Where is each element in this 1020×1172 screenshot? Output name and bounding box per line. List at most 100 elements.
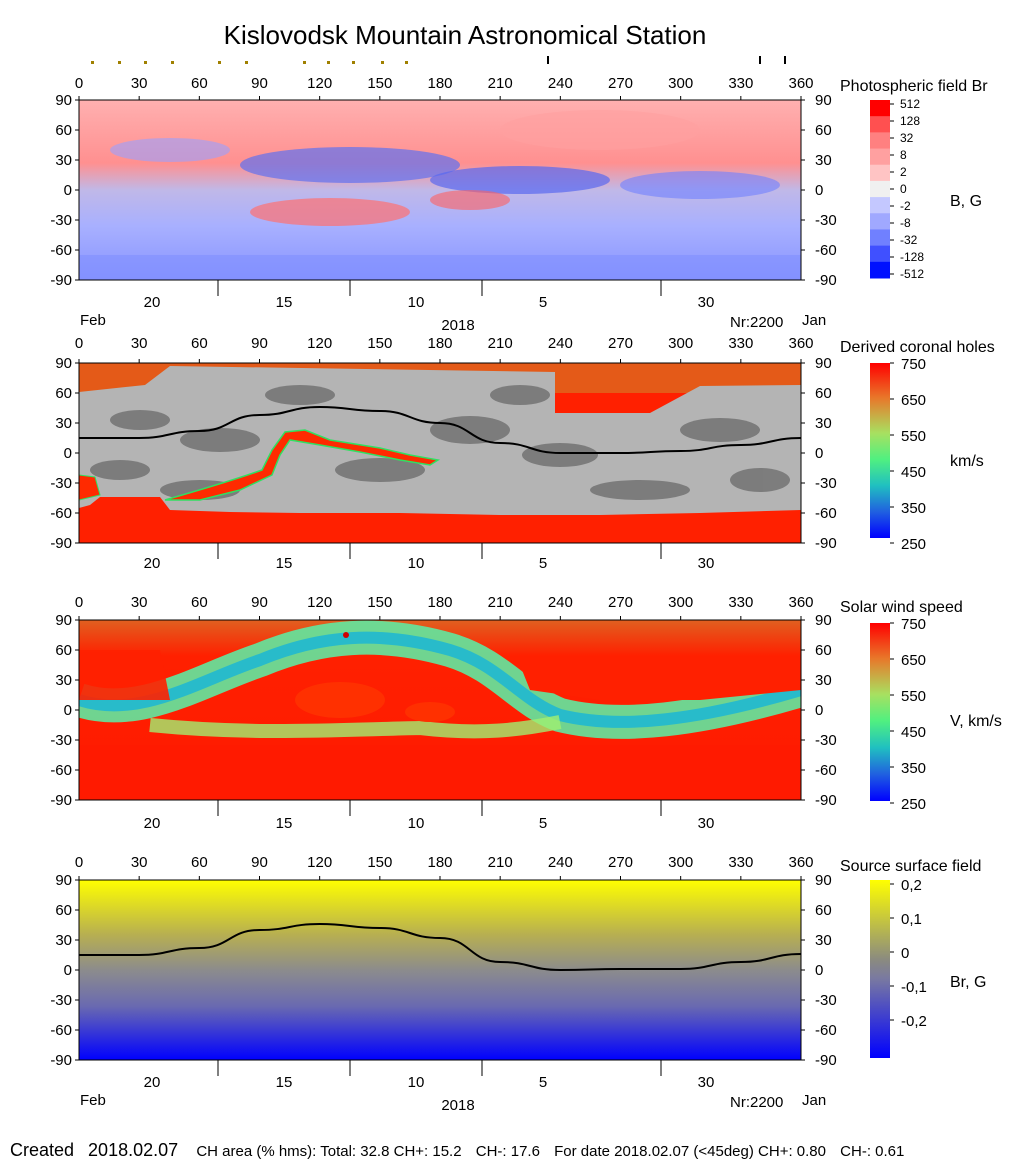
panel-title: Source surface field — [840, 858, 981, 875]
x-tick-label: 120 — [307, 75, 332, 92]
source-surface-colorbar — [870, 880, 890, 1058]
colorbar-tick-label: 0 — [901, 945, 909, 962]
date-tick-label: 30 — [698, 1074, 715, 1091]
y-tick-label-left: -90 — [50, 792, 72, 809]
x-tick-label: 270 — [608, 75, 633, 92]
date-tick-label: 30 — [698, 555, 715, 572]
colorbar-segment — [870, 180, 890, 198]
for-date-stat: For date 2018.02.07 (<45deg) CH+: 0.80 — [554, 1143, 826, 1160]
x-tick-label: 120 — [307, 335, 332, 352]
x-tick-label: 360 — [788, 335, 813, 352]
page-title: Kislovodsk Mountain Astronomical Station — [223, 20, 707, 50]
x-tick-label: 150 — [367, 335, 392, 352]
y-tick-label-right: -60 — [815, 1022, 837, 1039]
y-tick-label-left: 90 — [55, 355, 72, 372]
colorbar-tick-label: -0,2 — [901, 1013, 927, 1030]
x-tick-label: 300 — [668, 594, 693, 611]
ch-area-stat: CH area (% hms): Total: 32.8 CH+: 15.2 — [196, 1143, 462, 1160]
y-tick-label-right: 60 — [815, 642, 832, 659]
x-tick-label: 210 — [488, 854, 513, 871]
y-tick-label-left: -60 — [50, 242, 72, 259]
colorbar-tick-label: 450 — [901, 464, 926, 481]
colorbar-tick-label: 8 — [900, 148, 907, 162]
y-tick-label-right: 0 — [815, 445, 823, 462]
date-tick-label: 10 — [408, 1074, 425, 1091]
y-tick-label-right: -30 — [815, 212, 837, 229]
created-label: Created — [10, 1140, 75, 1160]
x-tick-label: 270 — [608, 594, 633, 611]
top-marker-ticks — [547, 56, 786, 64]
x-tick-label: 90 — [251, 335, 268, 352]
y-tick-label-left: -60 — [50, 505, 72, 522]
y-tick-label-right: 90 — [815, 92, 832, 109]
y-tick-label-right: -60 — [815, 762, 837, 779]
y-tick-label-right: 0 — [815, 702, 823, 719]
ch-minus-stat: CH-: 17.6 — [475, 1143, 540, 1160]
x-tick-label: 330 — [728, 75, 753, 92]
colorbar-tick-label: -128 — [900, 250, 924, 264]
x-tick-label: 0 — [75, 335, 83, 352]
colorbar-tick-label: 750 — [901, 356, 926, 373]
y-tick-label-right: 0 — [815, 962, 823, 979]
x-tick-label: 30 — [131, 594, 148, 611]
solar-wind-colorbar — [870, 623, 890, 801]
date-tick-label: 15 — [276, 1074, 293, 1091]
month-label-feb: Feb — [80, 312, 106, 329]
x-tick-label: 90 — [251, 75, 268, 92]
colorbar-tick-label: 350 — [901, 500, 926, 517]
source-surface-panel — [78, 879, 802, 1061]
colorbar-tick-label: 0 — [900, 182, 907, 196]
x-tick-label: 30 — [131, 854, 148, 871]
colorbar-segment — [870, 164, 890, 182]
date-tick-label: 20 — [144, 294, 161, 311]
date-tick-label: 10 — [408, 815, 425, 832]
month-label-feb: Feb — [80, 1092, 106, 1109]
x-tick-label: 360 — [788, 854, 813, 871]
colorbar-segment — [870, 132, 890, 150]
rotation-label: Nr:2200 — [730, 314, 783, 331]
y-tick-label-left: 90 — [55, 872, 72, 889]
y-tick-label-right: 0 — [815, 182, 823, 199]
rotation-label: Nr:2200 — [730, 1094, 783, 1111]
y-tick-label-left: 30 — [55, 152, 72, 169]
y-tick-label-left: 90 — [55, 612, 72, 629]
y-tick-label-right: -30 — [815, 732, 837, 749]
y-tick-label-right: 30 — [815, 932, 832, 949]
month-label-jan: Jan — [802, 312, 826, 329]
date-tick-label: 30 — [698, 815, 715, 832]
x-tick-label: 210 — [488, 75, 513, 92]
y-tick-label-right: 30 — [815, 672, 832, 689]
photospheric-colorbar — [870, 100, 890, 279]
x-tick-label: 60 — [191, 335, 208, 352]
y-tick-label-right: -90 — [815, 535, 837, 552]
x-tick-label: 30 — [131, 75, 148, 92]
x-tick-label: 270 — [608, 854, 633, 871]
x-tick-label: 90 — [251, 854, 268, 871]
colorbar-tick-label: 650 — [901, 652, 926, 669]
x-tick-label: 150 — [367, 594, 392, 611]
colorbar-segment — [870, 100, 890, 117]
photospheric-field-panel — [78, 99, 802, 281]
x-tick-label: 30 — [131, 335, 148, 352]
x-tick-label: 360 — [788, 594, 813, 611]
date-tick-label: 30 — [698, 294, 715, 311]
y-tick-label-left: 0 — [64, 962, 72, 979]
y-tick-label-right: 30 — [815, 415, 832, 432]
x-tick-label: 240 — [548, 335, 573, 352]
date-tick-label: 5 — [539, 815, 547, 832]
x-tick-label: 120 — [307, 854, 332, 871]
colorbar-tick-label: 32 — [900, 131, 914, 145]
y-tick-label-right: -30 — [815, 475, 837, 492]
colorbar-segment — [870, 229, 890, 247]
y-tick-label-right: 90 — [815, 612, 832, 629]
y-tick-label-right: 90 — [815, 355, 832, 372]
y-tick-label-left: 0 — [64, 702, 72, 719]
colorbar-tick-label: 512 — [900, 97, 920, 111]
y-tick-label-right: -60 — [815, 505, 837, 522]
panel-title: Solar wind speed — [840, 599, 963, 616]
y-tick-label-right: -60 — [815, 242, 837, 259]
month-label-jan: Jan — [802, 1092, 826, 1109]
y-tick-label-left: -30 — [50, 475, 72, 492]
x-tick-label: 270 — [608, 335, 633, 352]
